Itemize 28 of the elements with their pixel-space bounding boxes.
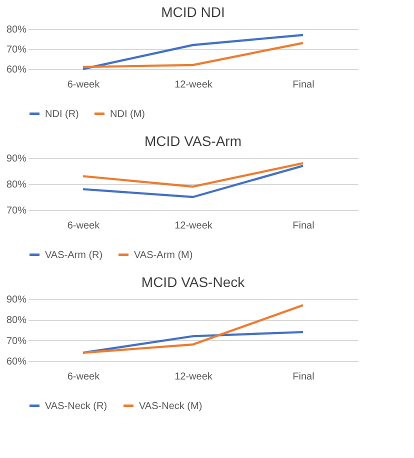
x-tick-label: 6-week [67,372,101,382]
x-tick-label: 12-week [174,80,214,90]
legend-label: NDI (M) [110,108,145,120]
legend-label: VAS-Neck (M) [139,400,202,412]
y-tick-label: 70% [6,336,27,347]
x-tick-label: 6-week [67,80,101,90]
x-tick-label: 6-week [67,220,101,232]
y-tick-label: 90% [6,294,27,306]
y-tick-label: 80% [6,315,27,326]
y-tick-label: 60% [6,356,27,368]
x-tick-label: 12-week [174,220,214,232]
legend-label: NDI (R) [45,108,79,120]
y-tick-label: 70% [6,44,27,56]
y-tick-label: 90% [6,154,27,164]
x-tick-label: Final [292,372,314,382]
legend-label: VAS-Arm (M) [134,250,193,261]
y-tick-label: 80% [6,24,27,36]
x-tick-label: Final [292,220,314,232]
legend-label: VAS-Arm (R) [45,250,103,261]
chart-title: MCID VAS-Neck [141,274,246,290]
legend-label: VAS-Neck (R) [45,400,108,412]
chart-title: MCID NDI [161,4,225,20]
y-tick-label: 80% [6,180,27,190]
chart-title: MCID VAS-Arm [144,133,242,149]
x-tick-label: 12-week [174,372,214,382]
y-tick-label: 70% [6,206,27,216]
y-tick-label: 60% [6,64,27,76]
x-tick-label: Final [292,80,314,90]
